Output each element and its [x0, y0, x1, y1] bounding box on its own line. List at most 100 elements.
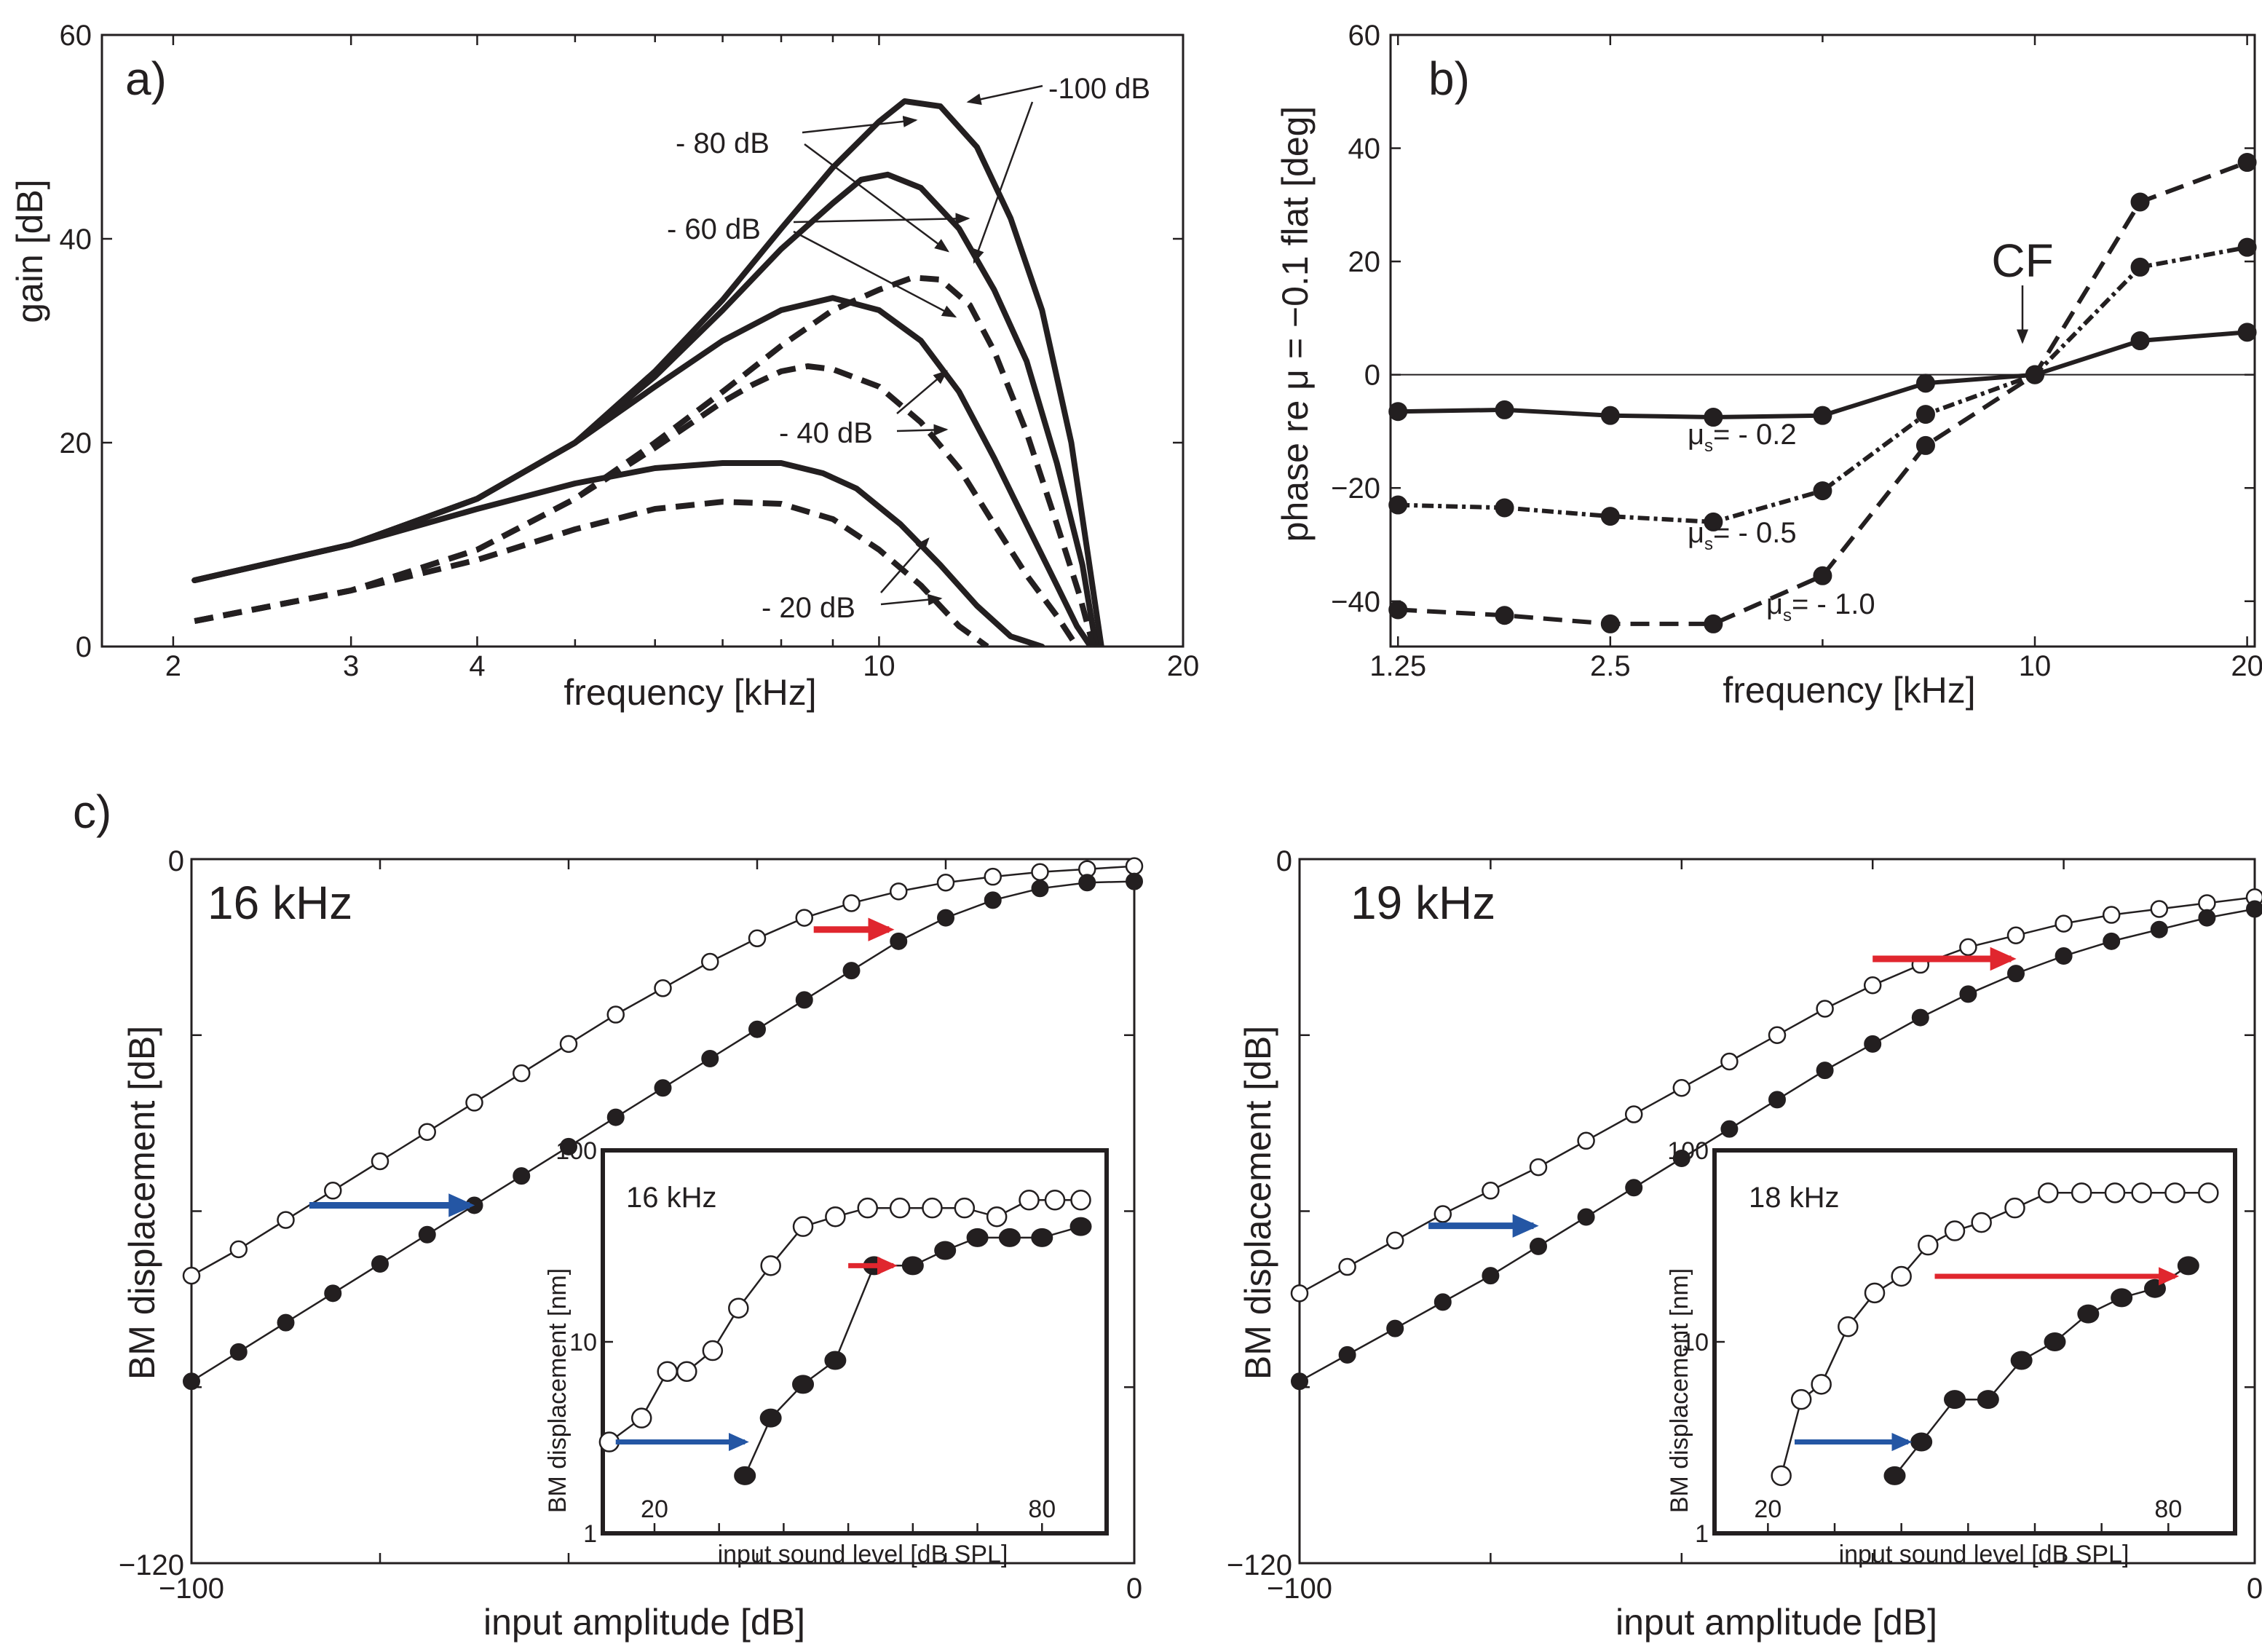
- io-filled-point: [984, 891, 1002, 909]
- phase-point: [1813, 566, 1832, 585]
- io-16khz-plot-area: −100 0 −120 0: [119, 845, 1144, 1605]
- inset-open-point: [825, 1206, 846, 1228]
- io-x-tick-label: −100: [1267, 1573, 1332, 1605]
- phase-x-tick-label: 1.25: [1369, 650, 1426, 682]
- inset-open-point: [2071, 1182, 2092, 1204]
- gain-annotation-60db: - 60 dB: [667, 213, 761, 245]
- inset-open-point: [1918, 1234, 1939, 1256]
- phase-legend-05: μs= - 0.5: [1688, 517, 1797, 554]
- io-filled-point: [2007, 965, 2025, 983]
- phase-point: [1495, 498, 1514, 518]
- gain-curve: [191, 295, 1094, 647]
- io-open-point: [418, 1123, 436, 1141]
- inset-open-point: [954, 1197, 976, 1219]
- phase-y-axis-label: phase re μ = −0.1 flat [deg]: [1275, 106, 1316, 542]
- io-filled-point: [1078, 874, 1096, 892]
- inset-open-point: [857, 1197, 878, 1219]
- phase-point: [2130, 331, 2150, 350]
- inset-open-point: [1971, 1212, 1992, 1233]
- inset-x-tick-label: 20: [1754, 1495, 1781, 1523]
- inset-open-point: [2004, 1197, 2025, 1219]
- io-y-tick-label: 0: [1276, 845, 1292, 877]
- phase-x-tick-label: 10: [2019, 650, 2052, 682]
- inset-x-tick-label: 80: [2154, 1495, 2182, 1523]
- io-open-point: [465, 1094, 483, 1112]
- inset-open-point: [792, 1216, 814, 1237]
- io-filled-point: [1291, 1372, 1308, 1391]
- io-filled-point: [324, 1284, 342, 1303]
- inset-open-point: [1864, 1282, 1886, 1304]
- panel-c-label: c): [73, 786, 111, 838]
- io-open-point: [606, 1005, 625, 1024]
- inset-18khz-x-axis-label: input sound level [dB SPL]: [1839, 1541, 2129, 1568]
- phase-legend-10: μs= - 1.0: [1766, 588, 1875, 625]
- gain-x-tick-label: 3: [343, 650, 359, 682]
- io-open-point: [513, 1064, 531, 1083]
- io-19khz-inset: 20 80 1 10 100: [1667, 1137, 2237, 1548]
- io-open-point: [559, 1035, 578, 1054]
- io-chart-19khz: −100 0 −120 0 19 kHz BM displacement [dB] i…: [1227, 845, 2262, 1643]
- phase-point: [1388, 402, 1408, 422]
- io-open-point: [229, 1240, 248, 1259]
- inset-open-point: [1070, 1190, 1091, 1211]
- inset-open-point: [676, 1361, 697, 1382]
- io-16khz-y-axis-label: BM displacement [dB]: [122, 1026, 162, 1380]
- inset-x-tick-label: 80: [1028, 1495, 1056, 1523]
- phase-chart: 1.25 2.5 10 20 −40 −20 0 20 40 60 b) phase re μ =…: [1275, 20, 2262, 711]
- phase-point: [1495, 400, 1514, 419]
- inset-open-point: [2198, 1182, 2219, 1204]
- io-filled-point: [1126, 872, 1143, 890]
- io-filled-point: [1386, 1319, 1404, 1337]
- io-open-point: [1624, 1105, 1643, 1123]
- inset-open-point: [760, 1255, 781, 1276]
- io-open-point: [984, 867, 1002, 886]
- inset-filled-point: [1977, 1390, 1999, 1410]
- io-x-tick-label: 0: [2247, 1573, 2262, 1605]
- io-16khz-x-axis-label: input amplitude [dB]: [483, 1602, 805, 1643]
- inset-18khz-title: 18 kHz: [1749, 1182, 1840, 1214]
- io-filled-point: [606, 1108, 625, 1126]
- inset-filled-point: [1069, 1217, 1092, 1236]
- io-filled-point: [2103, 932, 2121, 950]
- phase-point: [2237, 153, 2257, 172]
- inset-filled-point: [2077, 1304, 2100, 1324]
- gain-annotation-leaders: [793, 84, 1043, 606]
- io-open-point: [1672, 1079, 1691, 1097]
- inset-open-point: [2131, 1182, 2152, 1204]
- phase-point: [1813, 406, 1832, 425]
- gain-curve: [191, 460, 1045, 647]
- phase-point: [1915, 405, 1935, 424]
- phase-y-tick-label: 0: [1364, 360, 1380, 392]
- inset-open-point: [922, 1197, 943, 1219]
- io-open-point: [1385, 1231, 1404, 1250]
- io-filled-point: [1911, 1008, 1929, 1027]
- phase-point: [1915, 374, 1935, 393]
- inset-filled-point: [1883, 1466, 1906, 1485]
- inset-filled-point: [824, 1351, 847, 1370]
- io-open-point: [1720, 1052, 1739, 1071]
- inset-open-point: [2104, 1182, 2126, 1204]
- io-filled-point: [890, 932, 908, 950]
- cf-label: CF: [1991, 234, 2053, 287]
- phase-point: [1600, 614, 1620, 633]
- io-filled-point: [701, 1049, 719, 1067]
- io-open-point: [2006, 926, 2025, 945]
- io-filled-point: [1768, 1091, 1786, 1109]
- inset-open-point: [702, 1340, 724, 1361]
- inset-series-line: [1894, 1265, 2189, 1477]
- io-filled-point: [1577, 1208, 1595, 1226]
- io-y-tick-label: −120: [119, 1549, 184, 1581]
- io-filled-point: [937, 909, 954, 927]
- phase-point: [2130, 257, 2150, 277]
- io-filled-point: [1720, 1120, 1739, 1138]
- inset-filled-point: [1944, 1390, 1966, 1410]
- io-open-point: [701, 952, 719, 971]
- phase-series-line: [1398, 245, 2248, 524]
- io-open-point: [1125, 857, 1144, 875]
- io-open-point: [1031, 863, 1049, 881]
- io-open-point: [795, 909, 813, 927]
- gain-y-tick-label: 20: [60, 427, 92, 459]
- inset-filled-point: [1910, 1432, 1933, 1452]
- gain-y-tick-label: 0: [76, 631, 92, 663]
- inset-filled-point: [734, 1466, 756, 1485]
